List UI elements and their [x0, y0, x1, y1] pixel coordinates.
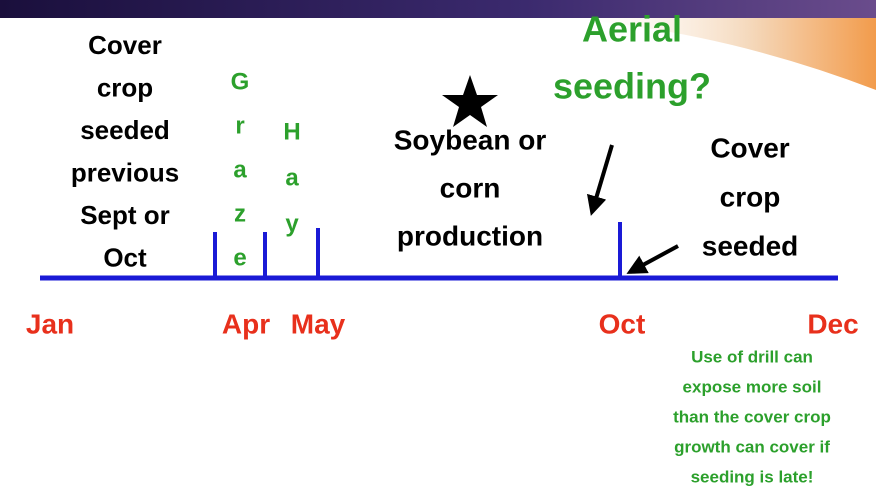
graze-letter: z [234, 200, 246, 227]
drill-note-line: expose more soil [683, 377, 822, 396]
production-line: Soybean or [394, 124, 547, 155]
month-label: Dec [807, 308, 858, 339]
right-note-line: Cover [710, 132, 789, 163]
drill-note-line: seeding is late! [691, 467, 814, 486]
aerial-line: Aerial [582, 9, 682, 50]
month-label: Apr [222, 308, 270, 339]
month-label: Oct [599, 308, 646, 339]
graze-letter: e [233, 244, 246, 271]
hay-letter: H [283, 118, 300, 145]
left-note-line: crop [97, 72, 153, 102]
drill-note-line: growth can cover if [674, 437, 830, 456]
hay-letter: y [285, 210, 299, 237]
graze-letter: a [233, 156, 247, 183]
left-note-line: Oct [103, 242, 147, 272]
graze-letter: r [235, 112, 244, 139]
top-bar [0, 0, 876, 18]
left-note-line: Sept or [80, 200, 170, 230]
hay-letter: a [285, 164, 299, 191]
graze-letter: G [231, 68, 250, 95]
left-note-line: Cover [88, 30, 162, 60]
production-line: corn [440, 172, 501, 203]
arrow-aerial [586, 144, 614, 216]
month-label: May [291, 308, 346, 339]
production-line: production [397, 220, 543, 251]
month-label: Jan [26, 308, 74, 339]
drill-note-line: than the cover crop [673, 407, 831, 426]
right-note-line: seeded [702, 230, 799, 261]
arrow-seeded [626, 244, 679, 274]
drill-note-line: Use of drill can [691, 347, 813, 366]
star [442, 75, 498, 127]
left-note-line: previous [71, 157, 179, 187]
aerial-line: seeding? [553, 66, 711, 107]
swoosh [560, 18, 876, 90]
right-note-line: crop [720, 181, 781, 212]
left-note-line: seeded [80, 115, 170, 145]
